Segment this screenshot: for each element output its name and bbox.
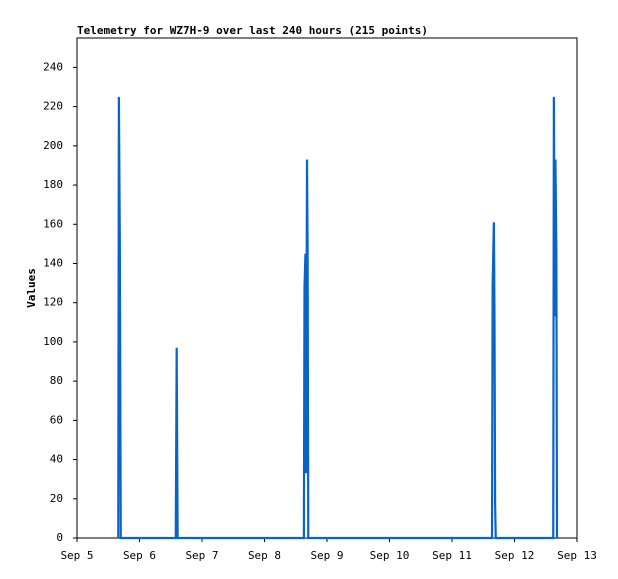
y-tick-label: 100 xyxy=(43,335,63,348)
x-tick-label: Sep 7 xyxy=(185,549,218,562)
y-tick-label: 160 xyxy=(43,217,63,230)
y-tick-label: 80 xyxy=(50,374,63,387)
y-tick-label: 180 xyxy=(43,178,63,191)
y-tick-label: 220 xyxy=(43,100,63,113)
y-tick-label: 140 xyxy=(43,256,63,269)
y-tick-label: 120 xyxy=(43,296,63,309)
x-tick-label: Sep 11 xyxy=(432,549,472,562)
x-tick-label: Sep 10 xyxy=(370,549,410,562)
y-tick-label: 200 xyxy=(43,139,63,152)
plot-frame xyxy=(76,37,578,539)
chart-title: Telemetry for WZ7H-9 over last 240 hours… xyxy=(77,24,428,37)
y-tick-label: 60 xyxy=(50,413,63,426)
x-tick-label: Sep 9 xyxy=(310,549,343,562)
x-tick-label: Sep 13 xyxy=(557,549,597,562)
x-tick-label: Sep 8 xyxy=(248,549,281,562)
y-tick-label: 20 xyxy=(50,492,63,505)
x-tick-label: Sep 5 xyxy=(60,549,93,562)
x-tick-label: Sep 6 xyxy=(123,549,156,562)
line-series xyxy=(117,96,559,540)
y-tick-label: 0 xyxy=(56,531,63,544)
y-tick-label: 40 xyxy=(50,453,63,466)
y-tick-label: 240 xyxy=(43,60,63,73)
y-axis-label: Values xyxy=(25,268,38,308)
x-tick-label: Sep 12 xyxy=(495,549,535,562)
